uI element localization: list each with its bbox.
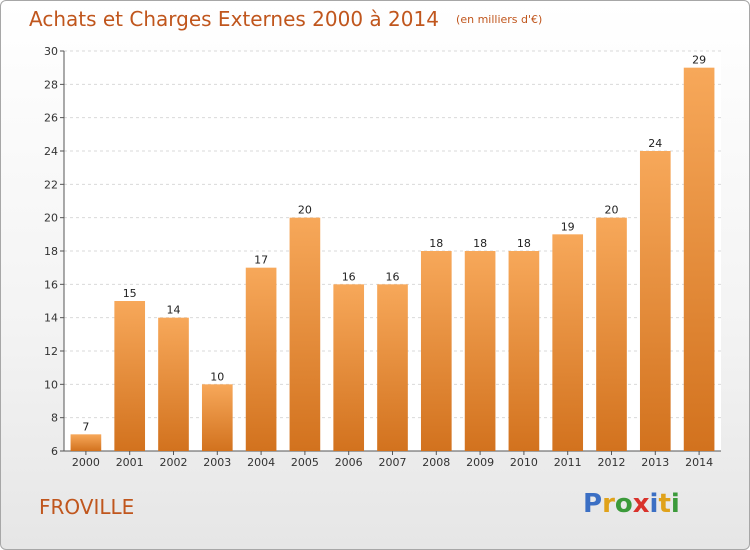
bar-value-label: 16 (386, 270, 400, 283)
proxiti-logo: Proxiti (583, 489, 680, 519)
logo-letter: x (632, 489, 650, 519)
bar (70, 434, 102, 451)
bar-value-label: 29 (692, 54, 706, 67)
title-unit: (en milliers d'€) (456, 13, 543, 26)
bar-value-label: 18 (473, 237, 487, 250)
bar (683, 67, 715, 452)
y-tick-label: 20 (44, 212, 58, 225)
y-tick-label: 10 (44, 378, 58, 391)
bar-value-label: 10 (210, 370, 224, 383)
x-tick-label: 2009 (466, 456, 494, 469)
x-tick-label: 2003 (203, 456, 231, 469)
y-tick-label: 22 (44, 178, 58, 191)
bar-value-label: 16 (342, 270, 356, 283)
bar (596, 217, 627, 451)
y-tick-label: 16 (44, 278, 58, 291)
y-tick-label: 6 (51, 445, 58, 458)
bar (245, 267, 277, 451)
title-main: Achats et Charges Externes 2000 à 2014 (29, 7, 439, 31)
x-tick-label: 2011 (554, 456, 582, 469)
bar (420, 251, 452, 451)
y-tick-label: 8 (51, 412, 58, 425)
x-tick-label: 2007 (379, 456, 407, 469)
bar-value-label: 18 (429, 237, 443, 250)
commune-name: FROVILLE (39, 495, 135, 519)
bar (508, 251, 540, 451)
bar-value-label: 18 (517, 237, 531, 250)
x-tick-label: 2014 (685, 456, 713, 469)
logo-letter: i (670, 489, 680, 519)
x-tick-label: 2008 (422, 456, 450, 469)
bar (552, 234, 584, 451)
logo-letter: P (583, 489, 603, 519)
y-tick-label: 26 (44, 112, 58, 125)
bar-value-label: 20 (298, 204, 312, 217)
bar (639, 151, 671, 451)
chart-title: Achats et Charges Externes 2000 à 2014 (… (29, 7, 542, 31)
bar (289, 217, 321, 451)
bar (377, 284, 408, 451)
x-tick-label: 2012 (598, 456, 626, 469)
x-tick-label: 2006 (335, 456, 363, 469)
x-tick-label: 2010 (510, 456, 538, 469)
bar (201, 384, 233, 451)
y-tick-label: 14 (44, 312, 58, 325)
y-tick-label: 24 (44, 145, 58, 158)
x-tick-label: 2000 (72, 456, 100, 469)
x-tick-label: 2005 (291, 456, 319, 469)
x-tick-label: 2013 (641, 456, 669, 469)
bar (464, 251, 496, 451)
bar (333, 284, 365, 451)
bar-value-label: 7 (82, 420, 89, 433)
bar-value-label: 14 (167, 304, 181, 317)
logo-letter: i (649, 489, 659, 519)
bar-value-label: 17 (254, 254, 268, 267)
bar-value-label: 20 (605, 204, 619, 217)
bar-value-label: 15 (123, 287, 137, 300)
x-tick-label: 2001 (116, 456, 144, 469)
x-tick-label: 2002 (160, 456, 188, 469)
y-tick-label: 28 (44, 78, 58, 91)
bar-value-label: 19 (561, 220, 575, 233)
y-tick-label: 30 (44, 45, 58, 58)
y-tick-label: 12 (44, 345, 58, 358)
logo-letter: r (602, 489, 615, 519)
logo-letter: t (658, 489, 671, 519)
y-tick-label: 18 (44, 245, 58, 258)
x-tick-label: 2004 (247, 456, 275, 469)
bar (114, 301, 146, 451)
bar (158, 317, 189, 451)
logo-letter: o (614, 489, 633, 519)
bar-value-label: 24 (648, 137, 662, 150)
